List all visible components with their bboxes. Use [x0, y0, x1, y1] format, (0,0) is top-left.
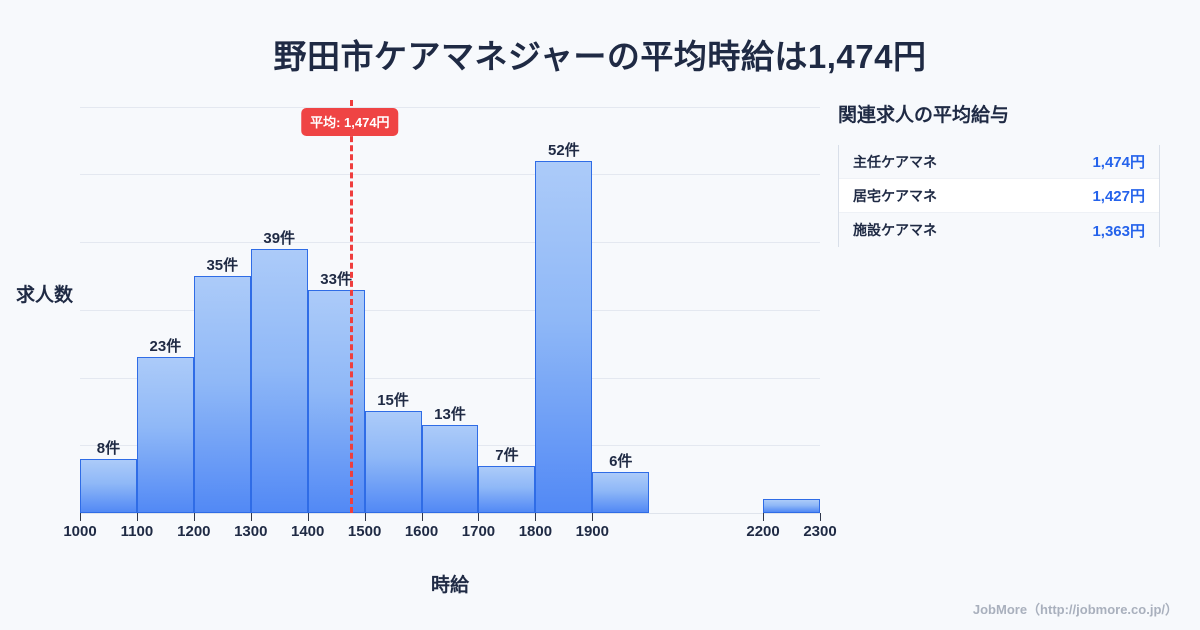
x-axis-tick: [535, 513, 537, 521]
average-badge: 平均: 1,474円: [301, 108, 399, 136]
y-axis-title: 求人数: [16, 285, 74, 306]
x-axis-tick: [763, 513, 765, 521]
x-axis-tick-label: 1800: [518, 523, 553, 540]
x-axis-title: 時給: [430, 575, 469, 596]
bar-value-label: 33件: [320, 270, 352, 288]
bar-value-label: 39件: [263, 229, 296, 247]
x-axis-tick: [592, 513, 594, 521]
related-salary-title: 関連求人の平均給与: [838, 105, 1010, 126]
x-axis-tick-label: 1500: [347, 523, 382, 540]
bar[interactable]: [421, 424, 479, 513]
x-axis-tick: [364, 513, 366, 521]
bar[interactable]: [763, 499, 820, 513]
x-axis-tick-label: 1100: [120, 523, 154, 540]
x-axis-tick-label: 2200: [746, 523, 780, 540]
bar[interactable]: [592, 472, 650, 513]
bar[interactable]: [364, 411, 422, 513]
salary-row[interactable]: 施設ケアマネ 1,363円: [839, 213, 1159, 247]
bar-value-label: 15件: [377, 392, 409, 410]
x-axis-tick: [80, 513, 81, 521]
gridline: [80, 174, 820, 176]
bar[interactable]: [136, 357, 194, 513]
bar-value-label: 6件: [609, 453, 633, 471]
gridline: [80, 377, 820, 379]
bar[interactable]: [478, 465, 536, 513]
x-axis-tick: [820, 513, 821, 521]
x-axis-tick: [250, 513, 252, 521]
salary-row-value: 1,427円: [1092, 188, 1145, 205]
x-axis-tick-label: 1900: [575, 523, 609, 540]
x-axis-tick-label: 1000: [63, 523, 97, 540]
bar[interactable]: [193, 276, 251, 513]
bar-value-label: 7件: [495, 446, 519, 464]
footer-attribution: JobMore（http://jobmore.co.jp/）: [972, 602, 1178, 617]
x-axis-tick-label: 1400: [291, 523, 325, 540]
salary-row[interactable]: 居宅ケアマネ 1,427円: [839, 179, 1159, 213]
x-axis-tick: [136, 513, 138, 521]
salary-row-value: 1,474円: [1092, 154, 1145, 171]
x-axis-tick-label: 1200: [177, 523, 211, 540]
salary-row-value: 1,363円: [1092, 222, 1145, 240]
x-axis-tick-label: 2300: [803, 523, 837, 540]
related-salary-panel: 関連求人の平均給与 主任ケアマネ 1,474円居宅ケアマネ 1,427円施設ケアマネ…: [838, 100, 1168, 247]
gridline: [80, 106, 820, 108]
salary-row-name: 居宅ケアマネ: [853, 187, 937, 204]
x-axis-tick-label: 1300: [234, 523, 268, 540]
bar-value-label: 8件: [96, 439, 121, 457]
x-axis-tick: [193, 513, 195, 521]
gridline: [80, 309, 820, 311]
x-axis-baseline: [80, 513, 820, 514]
plot-area: 8件 23件 35件 39件 33件 15件 13件 7件 52件 6件 平均: 1,474円 1…: [63, 100, 837, 540]
bar[interactable]: [307, 289, 365, 513]
bar[interactable]: [250, 248, 308, 513]
salary-row-name: 主任ケアマネ: [853, 153, 937, 170]
x-axis-tick-label: 1600: [404, 523, 439, 540]
salary-row-name: 施設ケアマネ: [853, 222, 937, 238]
x-axis-tick: [307, 513, 309, 521]
page-title: 野田市ケアマネジャーの平均時給は1,474円: [273, 38, 927, 75]
bar-value-label: 13件: [434, 405, 466, 423]
x-axis-tick: [421, 513, 423, 521]
bar-value-label: 52件: [547, 141, 580, 159]
bar-value-label: 35件: [206, 257, 239, 275]
salary-row[interactable]: 主任ケアマネ 1,474円: [839, 145, 1159, 179]
x-axis-tick-label: 1700: [461, 523, 496, 540]
average-line: [349, 100, 353, 513]
bar[interactable]: [535, 160, 593, 513]
bar-value-label: 23件: [149, 338, 182, 356]
bar[interactable]: [80, 458, 137, 513]
related-salary-table: 主任ケアマネ 1,474円居宅ケアマネ 1,427円施設ケアマネ 1,363円: [838, 145, 1160, 247]
x-axis-tick: [478, 513, 480, 521]
gridline: [80, 242, 820, 244]
